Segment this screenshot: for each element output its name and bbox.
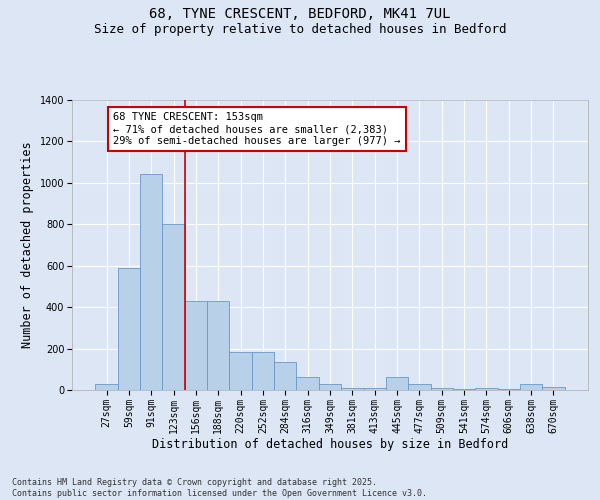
Bar [319, 384, 341, 390]
Bar [207, 301, 229, 390]
Bar [140, 174, 163, 390]
Bar [296, 376, 319, 390]
Bar [364, 388, 386, 390]
Text: Contains HM Land Registry data © Crown copyright and database right 2025.
Contai: Contains HM Land Registry data © Crown c… [12, 478, 427, 498]
Text: 68, TYNE CRESCENT, BEDFORD, MK41 7UL: 68, TYNE CRESCENT, BEDFORD, MK41 7UL [149, 8, 451, 22]
Bar [408, 384, 431, 390]
Bar [95, 384, 118, 390]
Bar [185, 301, 207, 390]
Bar [386, 376, 408, 390]
Bar [341, 388, 364, 390]
X-axis label: Distribution of detached houses by size in Bedford: Distribution of detached houses by size … [152, 438, 508, 452]
Bar [497, 389, 520, 390]
Bar [520, 384, 542, 390]
Bar [252, 352, 274, 390]
Bar [475, 388, 497, 390]
Text: 68 TYNE CRESCENT: 153sqm
← 71% of detached houses are smaller (2,383)
29% of sem: 68 TYNE CRESCENT: 153sqm ← 71% of detach… [113, 112, 401, 146]
Bar [431, 388, 453, 390]
Bar [274, 362, 296, 390]
Bar [118, 268, 140, 390]
Bar [163, 224, 185, 390]
Bar [229, 352, 252, 390]
Bar [453, 389, 475, 390]
Y-axis label: Number of detached properties: Number of detached properties [21, 142, 34, 348]
Bar [542, 387, 565, 390]
Text: Size of property relative to detached houses in Bedford: Size of property relative to detached ho… [94, 22, 506, 36]
